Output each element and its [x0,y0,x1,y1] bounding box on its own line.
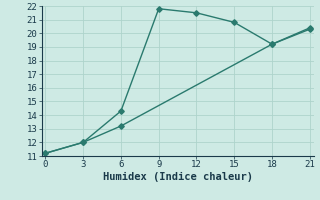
X-axis label: Humidex (Indice chaleur): Humidex (Indice chaleur) [103,172,252,182]
